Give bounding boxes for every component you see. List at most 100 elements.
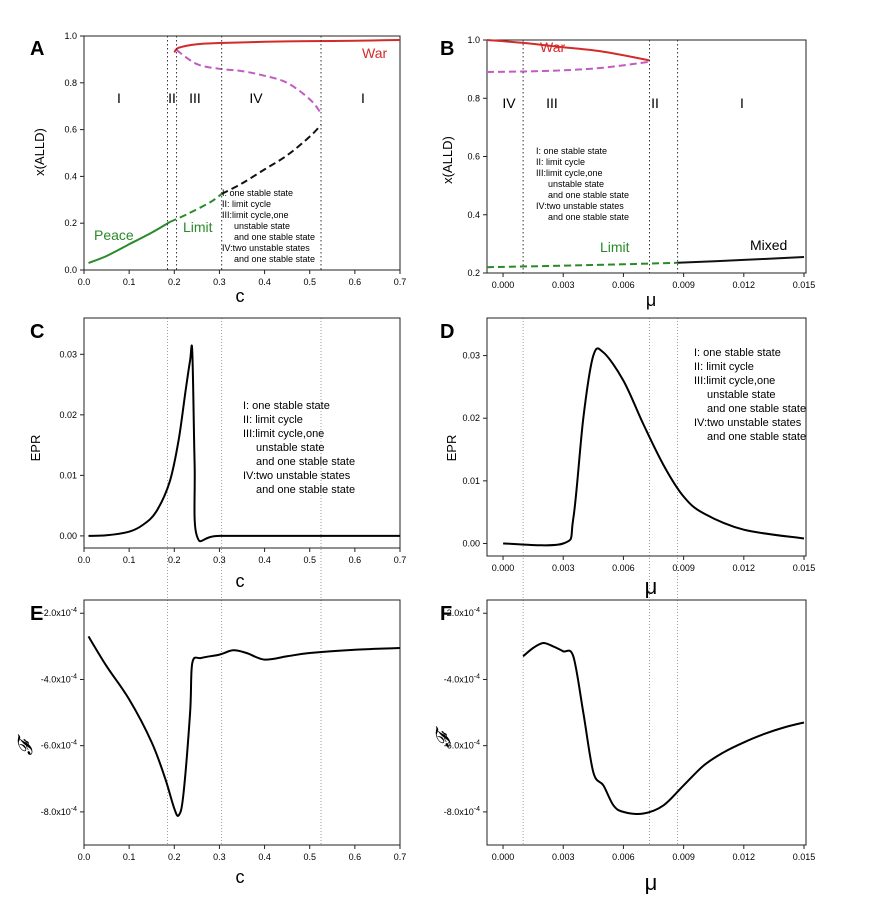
- x-tick-label: 0.015: [793, 852, 816, 862]
- mixed-label: Mixed: [750, 237, 787, 253]
- x-tick-label: 0.3: [213, 555, 226, 565]
- x-tick-label: 0.012: [733, 852, 756, 862]
- y-tick-label: 0.02: [462, 413, 480, 423]
- y-tick-label: 0.01: [59, 470, 77, 480]
- series-f-line: [87, 635, 401, 817]
- panel-f-frame: [486, 599, 807, 846]
- limit-label: Limit: [600, 239, 630, 255]
- region-label: II: [651, 95, 659, 111]
- y-tick-label: 0.01: [462, 476, 480, 486]
- legend-line: unstable state: [256, 442, 325, 454]
- y-tick-label: 0.8: [64, 78, 77, 88]
- y-tick-label: 0.6: [64, 125, 77, 135]
- x-tick-label: 0.006: [612, 563, 635, 573]
- region-label: I: [361, 90, 365, 106]
- x-tick-label: 0.000: [492, 852, 515, 862]
- x-tick-label: 0.2: [168, 555, 181, 565]
- panel-a-legend: I: one stable state II: limit cycle III:…: [222, 188, 315, 264]
- series-epr-line: [88, 344, 400, 543]
- panel-d: D μ EPR I: one stable state II: limit cy…: [440, 317, 815, 599]
- x-tick-label: 0.009: [672, 852, 695, 862]
- legend-line: III:limit cycle,one: [222, 210, 289, 220]
- x-tick-label: 0.0: [78, 555, 91, 565]
- series-war-line: [486, 39, 650, 62]
- limit-label: Limit: [183, 219, 213, 235]
- legend-line: and one stable state: [234, 232, 315, 242]
- panel-a-y-title: x(ALLD): [32, 128, 47, 176]
- panel-c-frame: [83, 317, 401, 549]
- x-tick-label: 0.0: [78, 852, 91, 862]
- panel-c-y-title: EPR: [28, 435, 43, 462]
- panel-a-x-title: c: [236, 286, 245, 306]
- x-tick-label: 0.009: [672, 280, 695, 290]
- x-tick-label: 0.0: [78, 277, 91, 287]
- series-limit-line: [169, 193, 223, 223]
- series-epr-line: [503, 347, 805, 547]
- panel-b: B μ x(ALLD) IV III II I War Limit Mixed …: [440, 35, 815, 310]
- legend-line: III:limit cycle,one: [536, 168, 603, 178]
- legend-line: IV:two unstable states: [536, 201, 624, 211]
- legend-line: and one stable state: [256, 456, 355, 468]
- panel-c-letter: C: [30, 321, 44, 343]
- x-tick-label: 0.6: [349, 555, 362, 565]
- panel-d-letter: D: [440, 321, 454, 343]
- series-unstable-line: [486, 60, 650, 73]
- region-label: I: [740, 95, 744, 111]
- panel-e-x-title: c: [236, 867, 245, 887]
- x-tick-label: 0.1: [123, 555, 136, 565]
- legend-line: I: one stable state: [536, 146, 607, 156]
- legend-line: IV:two unstable states: [243, 470, 351, 482]
- y-tick-label: -6.0x10-4: [444, 740, 480, 751]
- y-tick-label: 0.00: [462, 538, 480, 548]
- x-tick-label: 0.5: [303, 277, 316, 287]
- legend-line: II: limit cycle: [243, 414, 303, 426]
- x-tick-label: 0.4: [258, 555, 271, 565]
- series-unstable-line: [221, 124, 322, 195]
- series-limit-line: [486, 261, 678, 269]
- x-tick-label: 0.5: [303, 555, 316, 565]
- panel-b-region-labels: IV III II I: [502, 95, 744, 111]
- legend-line: and one stable state: [707, 403, 806, 415]
- panel-f-letter: F: [440, 603, 452, 625]
- legend-line: IV:two unstable states: [694, 417, 802, 429]
- x-tick-label: 0.015: [793, 280, 816, 290]
- panel-f-x-title: μ: [645, 870, 658, 895]
- y-tick-label: 0.03: [59, 349, 77, 359]
- y-tick-label: 0.03: [462, 351, 480, 361]
- panel-d-x-title: μ: [645, 574, 658, 599]
- panel-e: E c 𝓕 0.0 0.1 0.2 0.3 0.4 0.5 0.6 0.7 -2.0x10-4 -…: [15, 599, 406, 887]
- region-label: II: [168, 90, 176, 106]
- panel-c: C c EPR I: one stable state II: limit cy…: [28, 317, 406, 591]
- panel-b-legend: I: one stable state II: limit cycle III:…: [536, 146, 629, 222]
- y-tick-label: -4.0x10-4: [41, 673, 77, 684]
- series-mixed-line: [677, 256, 805, 264]
- legend-line: and one stable state: [707, 431, 806, 443]
- war-label: War: [362, 45, 387, 61]
- series-war-line: [173, 39, 401, 54]
- legend-line: III:limit cycle,one: [694, 375, 775, 387]
- x-tick-label: 0.4: [258, 852, 271, 862]
- legend-line: and one stable state: [548, 190, 629, 200]
- x-tick-label: 0.6: [349, 852, 362, 862]
- series-unstable-high-line: [175, 49, 322, 114]
- y-tick-label: 0.4: [64, 171, 77, 181]
- y-tick-label: -8.0x10-4: [444, 806, 480, 817]
- x-tick-label: 0.000: [492, 280, 515, 290]
- legend-line: unstable state: [234, 221, 290, 231]
- panel-e-frame: [83, 599, 401, 846]
- region-label: IV: [502, 95, 516, 111]
- legend-line: unstable state: [548, 179, 604, 189]
- series-f-line: [522, 641, 805, 815]
- panel-b-letter: B: [440, 38, 454, 60]
- y-tick-label: 0.00: [59, 531, 77, 541]
- legend-line: I: one stable state: [222, 188, 293, 198]
- x-tick-label: 0.5: [303, 852, 316, 862]
- x-tick-label: 0.2: [168, 852, 181, 862]
- legend-line: IV:two unstable states: [222, 243, 310, 253]
- panel-c-legend: I: one stable state II: limit cycle III:…: [243, 400, 355, 496]
- panel-a: A c x(ALLD) I II III IV I War Peace Limi…: [30, 31, 406, 306]
- series-peace-line: [88, 221, 171, 264]
- y-tick-label: 0.4: [467, 210, 480, 220]
- y-tick-label: -2.0x10-4: [444, 607, 480, 618]
- panel-a-region-labels: I II III IV I: [117, 90, 365, 106]
